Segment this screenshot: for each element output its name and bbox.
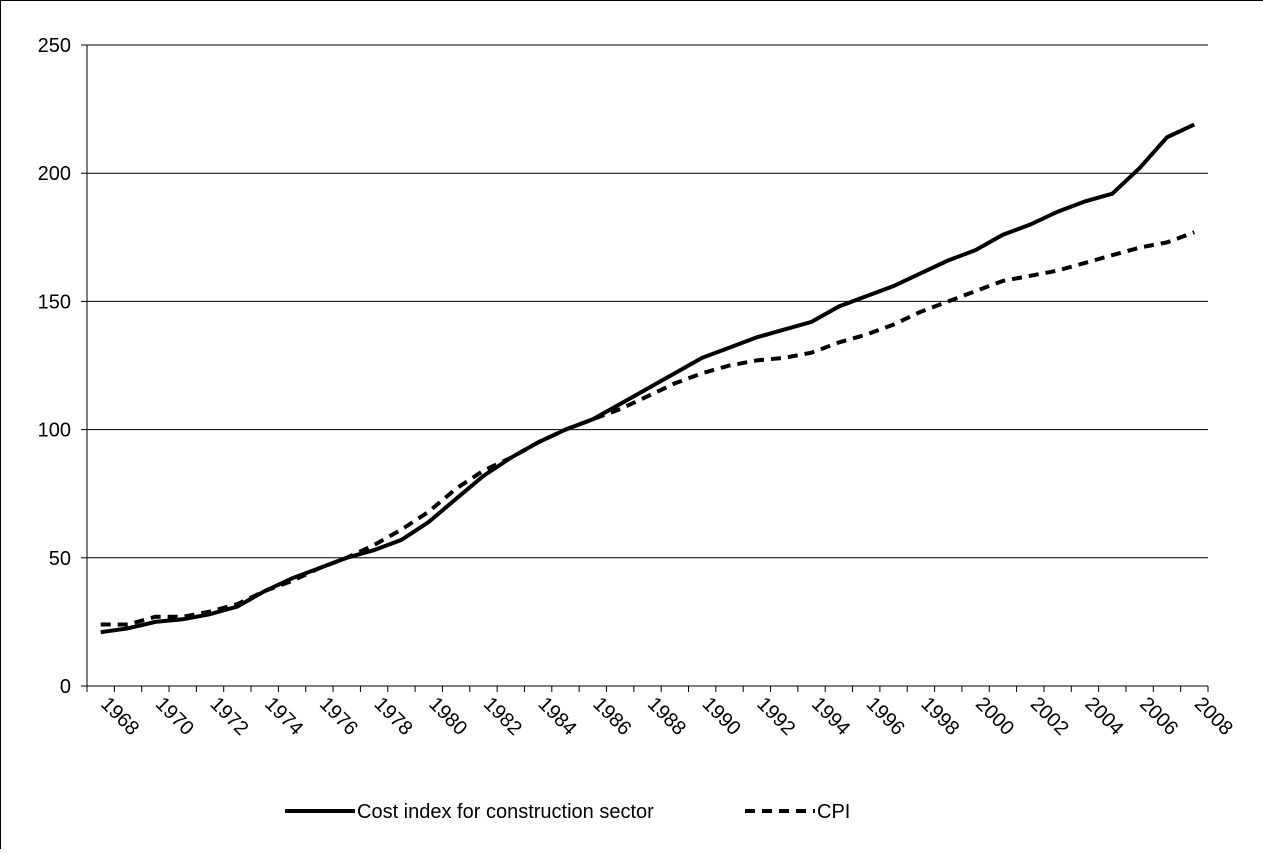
x-tick-label: 1980 (424, 693, 471, 740)
x-tick-label: 1968 (96, 693, 143, 740)
x-tick-label: 1990 (698, 693, 745, 740)
x-tick-label: 1998 (916, 693, 963, 740)
x-tick-label: 1988 (643, 693, 690, 740)
x-tick-label: 1984 (534, 693, 581, 740)
y-tick-label: 100 (38, 420, 71, 442)
x-tick-label: 2008 (1190, 693, 1237, 740)
x-tick-label: 2002 (1026, 693, 1073, 740)
series-line (101, 125, 1195, 633)
x-tick-label: 1986 (588, 693, 635, 740)
y-tick-label: 200 (38, 163, 71, 185)
x-tick-label: 1992 (752, 693, 799, 740)
x-tick-label: 1974 (260, 693, 307, 740)
x-tick-label: 1994 (807, 693, 854, 740)
y-tick-label: 0 (60, 676, 71, 698)
x-tick-label: 1996 (862, 693, 909, 740)
legend-label: Cost index for construction sector (357, 801, 654, 823)
x-tick-label: 2006 (1135, 693, 1182, 740)
x-tick-label: 1982 (479, 693, 526, 740)
y-tick-label: 150 (38, 291, 71, 313)
x-tick-label: 1978 (370, 693, 417, 740)
x-tick-label: 2000 (971, 693, 1018, 740)
x-tick-label: 1972 (206, 693, 253, 740)
x-tick-label: 1976 (315, 693, 362, 740)
series-line (101, 232, 1195, 624)
y-tick-label: 50 (49, 548, 71, 570)
x-tick-label: 1970 (151, 693, 198, 740)
x-tick-label: 2004 (1080, 693, 1127, 740)
legend-label: CPI (817, 801, 850, 823)
y-tick-label: 250 (38, 35, 71, 57)
